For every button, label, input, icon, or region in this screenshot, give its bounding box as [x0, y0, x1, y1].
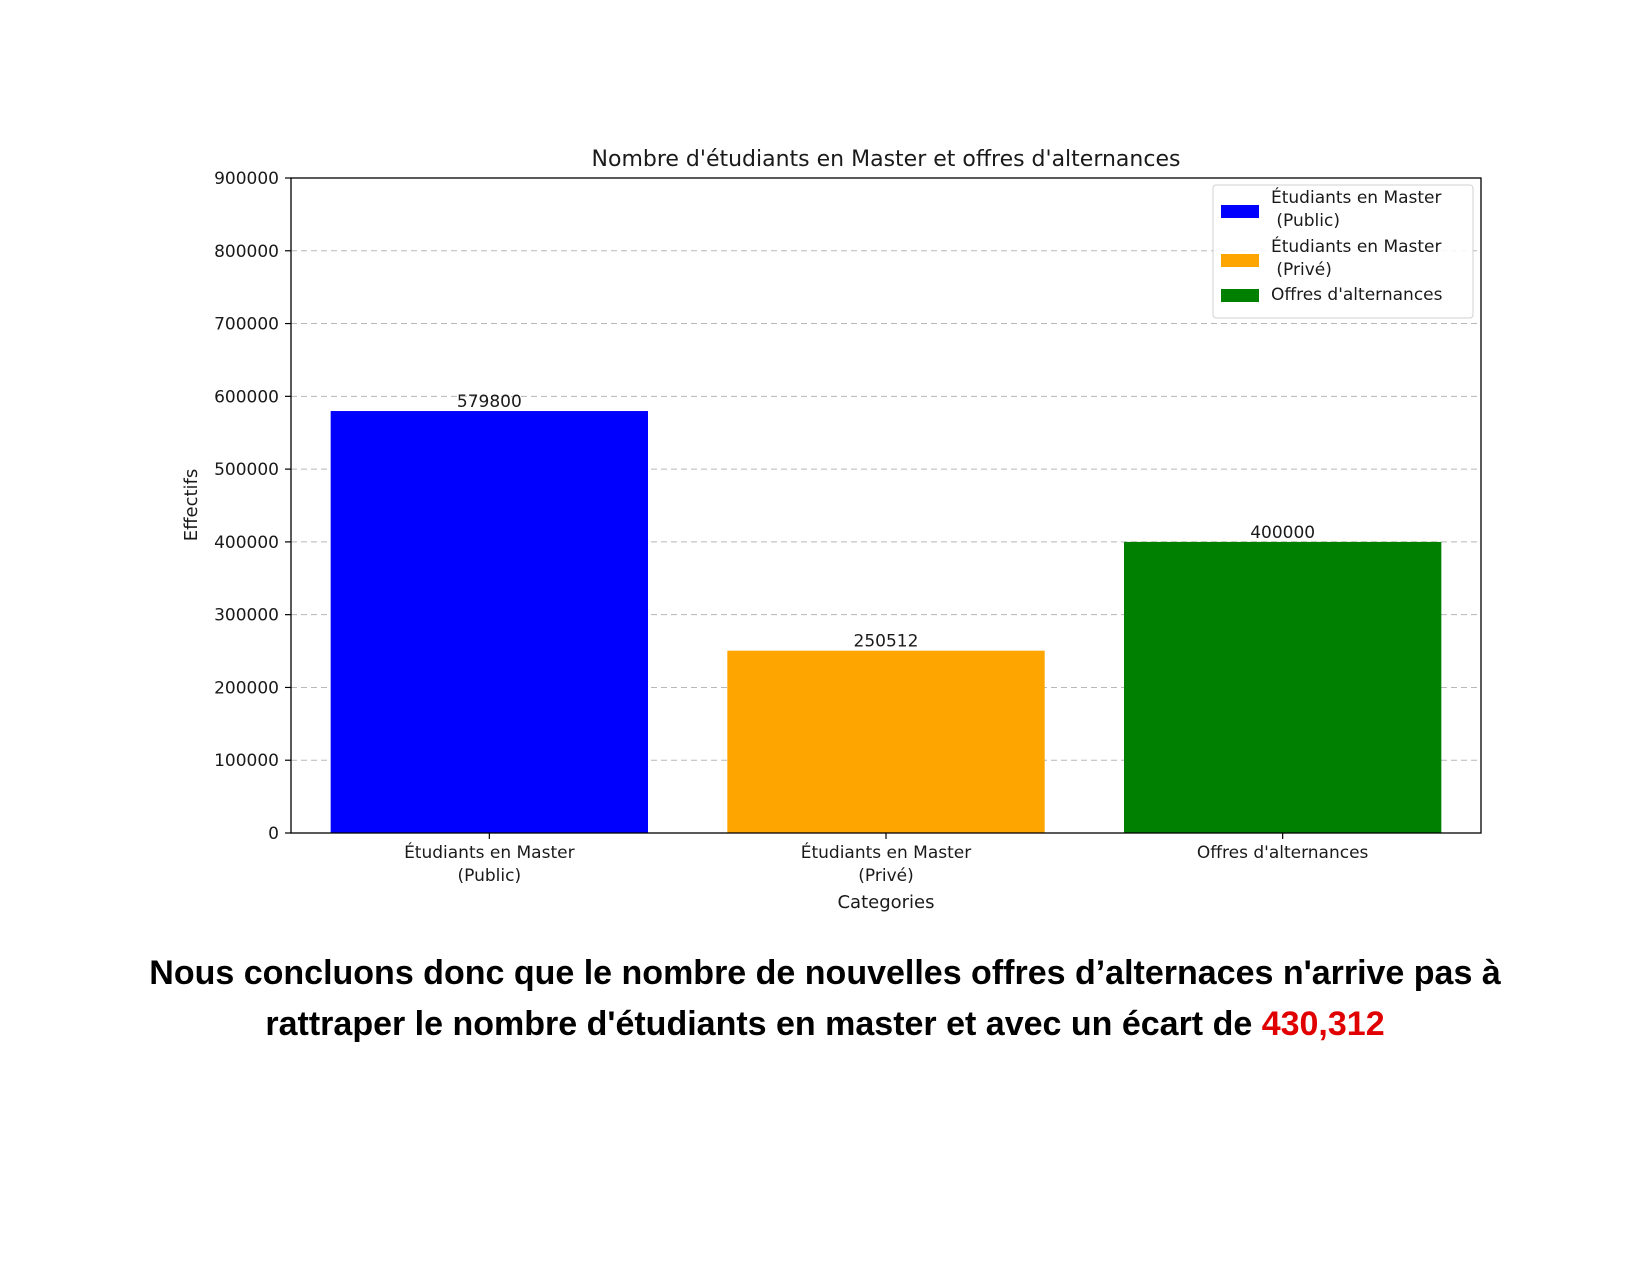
bar-value-label: 400000 — [1250, 523, 1315, 543]
legend-label: Étudiants en Master (Public) — [1271, 186, 1442, 231]
bars: 579800 250512 400000 — [330, 392, 1442, 833]
chart-title: Nombre d'étudiants en Master et offres d… — [592, 147, 1181, 172]
conclusion-line-2: rattraper le nombre d'étudiants en maste… — [265, 1005, 1262, 1043]
legend: Étudiants en Master (Public)Étudiants en… — [1212, 184, 1474, 319]
bar-chart: 579800 250512 400000 0 100000 200000 300000 40… — [181, 147, 1482, 913]
legend-box — [1212, 184, 1474, 319]
y-tick-label: 600000 — [214, 387, 279, 407]
x-axis-label: Categories — [837, 892, 934, 913]
conclusion-line-1: Nous concluons donc que le nombre de nou… — [149, 954, 1501, 992]
y-tick-label: 500000 — [214, 460, 279, 480]
y-tick-label: 800000 — [214, 242, 279, 262]
conclusion-text: Nous concluons donc que le nombre de nou… — [60, 948, 1590, 1050]
y-tick-label: 900000 — [214, 169, 279, 189]
bar — [727, 650, 1045, 833]
legend-swatch — [1221, 289, 1259, 302]
gap-value: 430,312 — [1261, 1005, 1385, 1043]
y-axis-label: Effectifs — [181, 469, 202, 542]
y-tick-label: 400000 — [214, 533, 279, 553]
x-tick-label: Étudiants en Master (Public) — [404, 841, 575, 886]
y-tick-label: 0 — [268, 824, 279, 844]
bar — [330, 411, 648, 833]
y-tick-label: 100000 — [214, 751, 279, 771]
legend-label: Étudiants en Master (Privé) — [1271, 235, 1442, 280]
y-tick-label: 700000 — [214, 315, 279, 335]
legend-swatch — [1221, 254, 1259, 267]
y-tick-label: 200000 — [214, 678, 279, 698]
axes: 0 100000 200000 300000 400000 500000 600000 700… — [214, 169, 1368, 886]
x-tick-label: Étudiants en Master (Privé) — [801, 841, 972, 886]
x-tick-label: Offres d'alternances — [1197, 843, 1369, 863]
y-tick-label: 300000 — [214, 606, 279, 626]
legend-label: Offres d'alternances — [1271, 285, 1443, 305]
bar — [1124, 541, 1442, 833]
legend-swatch — [1221, 205, 1259, 218]
bar-value-label: 579800 — [457, 392, 522, 412]
bar-value-label: 250512 — [854, 632, 919, 652]
